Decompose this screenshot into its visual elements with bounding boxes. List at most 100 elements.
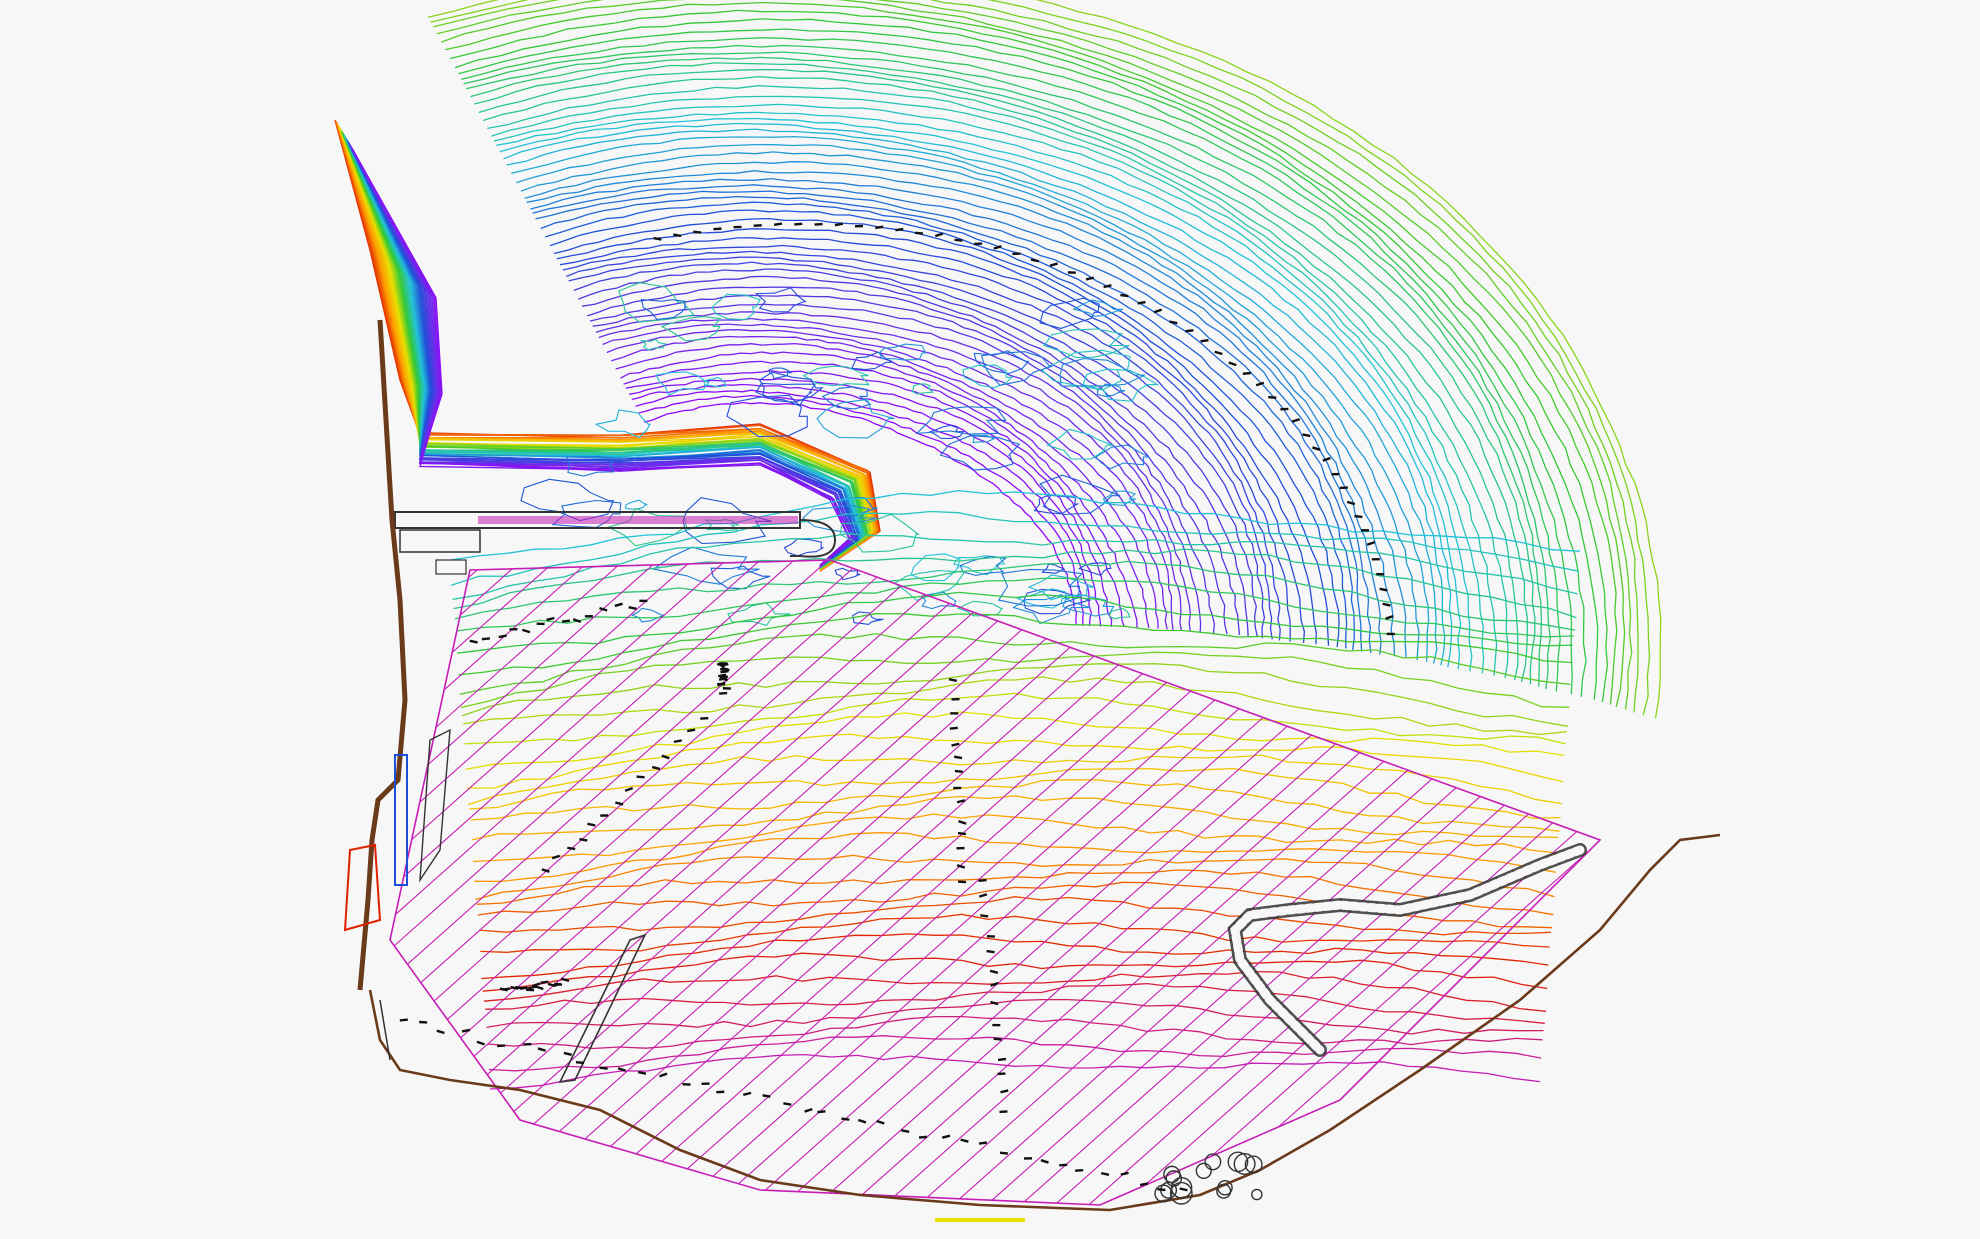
offshore-contour-line <box>482 75 1519 681</box>
groin-outline <box>558 933 647 1083</box>
depth-sounding-mark <box>950 712 959 715</box>
hatch-line <box>1037 560 1600 1205</box>
hatch-line <box>390 560 545 1205</box>
depth-sounding-mark <box>720 668 729 671</box>
breakwater-contour-line <box>348 143 857 567</box>
depth-soundings-layer <box>399 222 1395 1192</box>
depth-sounding-mark <box>1085 276 1095 281</box>
shoal-contour-line <box>460 651 1570 709</box>
shoal-contour-line <box>449 489 1581 561</box>
depth-sounding-mark <box>561 619 571 623</box>
hatch-line <box>1071 560 1600 1205</box>
shoal-contour-line <box>452 533 1578 601</box>
hatch-boundary <box>389 559 1602 1206</box>
hatch-line <box>390 560 953 1205</box>
hatch-line <box>765 560 1600 1205</box>
hatch-line <box>493 560 1395 1205</box>
offshore-contour-line <box>581 275 1249 637</box>
breakwater-contour-line <box>343 135 865 569</box>
hatch-line <box>1309 560 1600 1205</box>
shoal-contour-line <box>453 548 1577 619</box>
offshore-contour-line <box>578 268 1259 638</box>
depth-sounding-mark <box>599 606 608 612</box>
hatch-line <box>390 560 647 1205</box>
hatch-line <box>390 560 1259 1205</box>
basin-contour-patch <box>1046 428 1113 460</box>
depth-sounding-mark <box>1012 252 1021 256</box>
quay-wall <box>394 754 408 886</box>
depth-sounding-mark <box>980 914 989 918</box>
offshore-contour-line <box>623 360 1138 628</box>
shoal-contour-line <box>479 896 1551 936</box>
depth-sounding-mark <box>717 682 726 686</box>
offshore-contour-line <box>463 44 1561 692</box>
depth-sounding-mark <box>722 687 731 690</box>
offshore-contour-line <box>491 95 1498 676</box>
offshore-contour-line <box>559 237 1306 644</box>
basin-contour-patch <box>1039 474 1121 516</box>
hatch-line <box>0 450 238 1239</box>
basin-contour-patch <box>639 338 667 351</box>
offshore-contour-line <box>553 217 1330 646</box>
offshore-contour-line <box>526 170 1396 657</box>
depth-sounding-mark <box>687 728 696 733</box>
depth-sounding-mark <box>914 231 924 235</box>
hatched-fill-layer <box>0 450 1980 1239</box>
depth-sounding-mark <box>1100 1171 1110 1176</box>
basin-contour-patch <box>962 364 1014 389</box>
depth-sounding-mark <box>999 1110 1008 1114</box>
depth-sounding-mark <box>997 1072 1006 1076</box>
depth-sounding-mark <box>541 868 550 873</box>
depth-sounding-mark <box>637 1070 647 1075</box>
hatch-line <box>867 560 1600 1205</box>
hatch-line <box>1650 450 1980 1239</box>
shoal-contour-line <box>469 767 1561 819</box>
offshore-contour-line <box>496 111 1473 672</box>
shoal-contour-line <box>480 913 1550 953</box>
shoal-contour-line <box>481 933 1549 980</box>
hatch-line <box>1956 450 1980 1239</box>
breakwater-contour-line <box>352 149 851 566</box>
hatch-line <box>390 560 919 1205</box>
breakwater-contour-line <box>345 137 863 568</box>
depth-sounding-mark <box>523 1042 532 1046</box>
basin-contour-patch <box>997 568 1084 607</box>
depth-sounding-mark <box>701 1082 710 1086</box>
depth-sounding-mark <box>537 1047 546 1052</box>
depth-sounding-mark <box>521 628 531 634</box>
offshore-contour-line <box>445 1 1618 705</box>
basin-contour-patch <box>566 455 615 477</box>
basin-contour-patch <box>1043 328 1130 359</box>
hatch-line <box>0 450 68 1239</box>
breakwater-head <box>790 519 837 558</box>
offshore-contour-line <box>589 294 1228 635</box>
offshore-contour-line <box>540 195 1355 650</box>
depth-sounding-mark <box>525 988 535 992</box>
depth-sounding-mark <box>560 977 570 983</box>
basin-contour-patch <box>754 287 807 313</box>
hatch-line <box>969 560 1600 1205</box>
hatch-line <box>1105 560 1600 1205</box>
offshore-contour-line <box>458 28 1587 697</box>
breakwater-contour-line <box>344 136 865 569</box>
hatch-line <box>390 560 1123 1205</box>
basin-contour-patch <box>972 434 995 443</box>
depth-sounding-mark <box>700 717 709 720</box>
basin-contour-patch <box>1082 368 1160 402</box>
offshore-contour-line <box>516 143 1430 662</box>
depth-sounding-mark <box>1137 300 1146 305</box>
depth-sounding-mark <box>1339 486 1348 490</box>
depth-sounding-mark <box>579 837 588 842</box>
hatch-line <box>390 560 1191 1205</box>
depth-sounding-mark <box>1291 418 1301 423</box>
basin-contour-patch <box>711 293 761 321</box>
basin-contour-patch <box>1033 494 1080 515</box>
depth-sounding-mark <box>1030 258 1040 263</box>
offshore-contour-line <box>598 317 1191 632</box>
depth-sounding-mark <box>804 1107 813 1113</box>
depth-sounding-mark <box>535 985 544 991</box>
depth-sounding-mark <box>540 980 549 985</box>
depth-sounding-mark <box>993 1037 1002 1041</box>
basin-contour-patch <box>655 371 711 396</box>
depth-sounding-mark <box>624 786 634 792</box>
